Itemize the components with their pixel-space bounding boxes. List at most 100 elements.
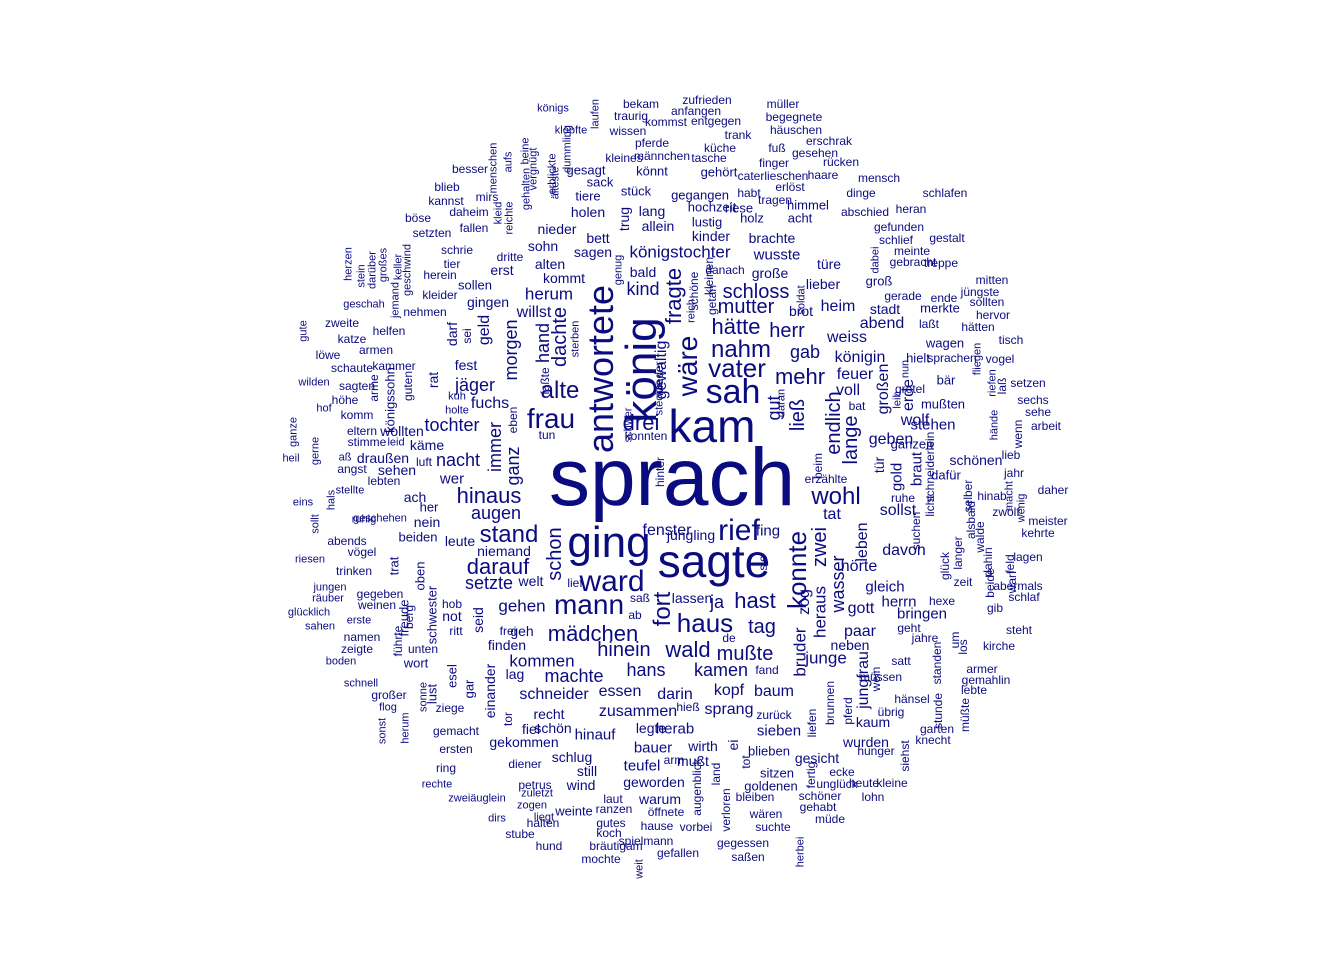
cloud-word: laufen: [589, 99, 602, 129]
cloud-word: darüber: [366, 251, 379, 289]
cloud-word: zeit: [953, 575, 973, 589]
cloud-word: wissen: [609, 124, 647, 138]
cloud-word: brachte: [748, 230, 796, 246]
cloud-word: sagten: [338, 379, 376, 393]
cloud-word: große: [751, 265, 789, 281]
cloud-word: heraus: [810, 586, 830, 638]
cloud-word: fing: [755, 522, 781, 540]
cloud-word: mußte: [716, 643, 774, 665]
cloud-word: beiden: [398, 529, 438, 545]
cloud-word: hunger: [857, 744, 895, 758]
cloud-word: boden: [325, 655, 357, 668]
cloud-word: rechte: [421, 778, 453, 791]
cloud-word: gott: [847, 600, 875, 617]
cloud-word: warum: [638, 791, 682, 807]
cloud-word: spielmann: [618, 834, 674, 848]
cloud-word: meister: [1028, 514, 1068, 528]
cloud-word: augen: [470, 503, 522, 523]
cloud-word: führte: [391, 625, 405, 657]
cloud-word: weinen: [357, 598, 397, 612]
cloud-word: schaute: [330, 361, 374, 375]
cloud-word: zweiäuglein: [448, 792, 506, 805]
cloud-word: satt: [891, 654, 911, 668]
cloud-word: hänsel: [894, 692, 930, 706]
cloud-word: abend: [859, 315, 905, 332]
cloud-word: genug: [612, 254, 625, 286]
cloud-word: seid: [470, 607, 486, 633]
cloud-word: faßte: [538, 367, 552, 395]
cloud-word: hast: [734, 588, 776, 613]
cloud-word: gemacht: [432, 724, 480, 738]
cloud-word: pferde: [634, 136, 670, 150]
cloud-word: mensch: [857, 171, 901, 185]
cloud-word: mußt: [677, 753, 709, 769]
cloud-word: bald: [629, 264, 657, 280]
cloud-word: hob: [441, 597, 463, 611]
cloud-word: riefen: [986, 369, 999, 397]
cloud-word: wirth: [688, 738, 718, 754]
cloud-word: himmel: [787, 197, 829, 213]
cloud-word: geh: [510, 623, 534, 639]
cloud-word: ganze: [287, 417, 300, 447]
cloud-word: tür: [871, 456, 887, 474]
cloud-word: sei: [460, 328, 474, 344]
cloud-word: sollst: [879, 502, 917, 519]
cloud-word: lohn: [861, 790, 885, 804]
cloud-word: lustig: [691, 214, 723, 230]
cloud-word: lieb: [1001, 448, 1021, 462]
cloud-word: legte: [635, 720, 667, 736]
cloud-word: sprach: [548, 432, 796, 523]
cloud-word: ab: [628, 608, 642, 622]
cloud-word: lang: [638, 203, 666, 219]
cloud-word: macht: [1003, 481, 1016, 511]
cloud-word: höhe: [331, 393, 359, 407]
cloud-word: voll: [835, 382, 861, 399]
cloud-word: kommen: [509, 651, 575, 671]
cloud-word: riese: [724, 200, 754, 216]
cloud-word: tat: [823, 506, 841, 523]
cloud-word: tag: [748, 616, 776, 638]
cloud-word: meinte: [893, 244, 931, 258]
cloud-word: recht: [533, 706, 565, 722]
cloud-word: heran: [895, 202, 927, 216]
cloud-word: holte: [445, 404, 469, 417]
cloud-word: daheim: [449, 205, 489, 219]
cloud-word: wald: [665, 637, 711, 662]
cloud-word: wort: [403, 655, 429, 671]
cloud-word: wieder: [652, 361, 666, 397]
cloud-word: luft: [415, 455, 433, 469]
cloud-word: fuchs: [470, 395, 510, 412]
cloud-word: erst: [490, 262, 514, 278]
cloud-word: guten: [401, 370, 415, 402]
cloud-word: schlug: [551, 749, 593, 765]
cloud-word: schwer: [622, 407, 635, 443]
cloud-word: zogen: [517, 799, 547, 812]
cloud-word: kamen: [693, 660, 749, 680]
cloud-word: gold: [888, 462, 906, 492]
cloud-word: jüngste: [960, 285, 1000, 299]
cloud-word: gegangen: [671, 187, 729, 203]
cloud-word: langer: [951, 536, 965, 570]
cloud-word: erste: [346, 614, 372, 627]
cloud-word: angst: [337, 462, 367, 476]
cloud-word: geben: [868, 431, 914, 448]
cloud-word: beine: [519, 137, 532, 165]
cloud-word: danach: [705, 263, 745, 277]
cloud-word: darin: [657, 686, 693, 703]
cloud-word: leute: [444, 533, 476, 549]
cloud-word: draußen: [356, 450, 410, 466]
cloud-word: immer: [485, 422, 505, 472]
cloud-word: älteste: [549, 166, 562, 200]
cloud-word: hof: [316, 402, 332, 415]
cloud-word: zweite: [324, 316, 360, 330]
cloud-word: zwei: [809, 526, 831, 568]
cloud-word: gefunden: [873, 220, 925, 234]
cloud-word: geworden: [623, 774, 685, 790]
cloud-word: rücken: [822, 155, 860, 169]
cloud-word: mehr: [774, 364, 826, 389]
cloud-word: fand: [755, 663, 779, 677]
cloud-word: königstochter: [629, 242, 731, 262]
cloud-word: ja: [709, 592, 725, 612]
cloud-word: nehmen: [403, 305, 447, 319]
cloud-word: heute: [848, 776, 880, 790]
